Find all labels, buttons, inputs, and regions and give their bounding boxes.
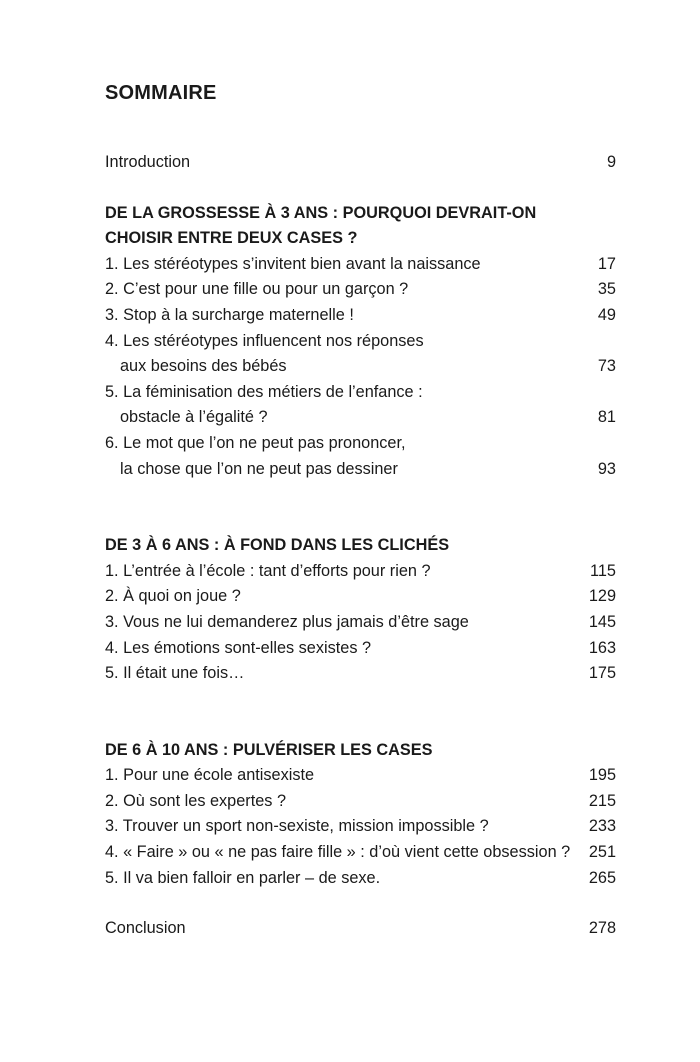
entry-title: 1. Pour une école antisexiste [105, 766, 315, 785]
toc-entry: 2. Où sont les expertes ? 215 [105, 789, 616, 815]
entry-title: 6. Le mot que l’on ne peut pas prononcer… [105, 433, 406, 452]
toc-entry: 3. Vous ne lui demanderez plus jamais d’… [105, 610, 616, 636]
toc-entry: 1. L’entrée à l’école : tant d’efforts p… [105, 559, 616, 585]
toc-entry: 1. Les stéréotypes s’invitent bien avant… [105, 252, 616, 278]
toc-entry: 6. Le mot que l’on ne peut pas prononcer… [105, 431, 616, 457]
entry-page: 145 [588, 612, 616, 631]
toc-entry: 2. C’est pour une fille ou pour un garço… [105, 277, 616, 303]
entry-title: la chose que l’on ne peut pas dessiner [120, 459, 398, 478]
entry-title: 3. Trouver un sport non-sexiste, mission… [105, 817, 489, 836]
entry-title: 2. Où sont les expertes ? [105, 791, 287, 810]
toc-conclusion: Conclusion 278 [105, 916, 616, 942]
entry-title: aux besoins des bébés [120, 357, 287, 376]
part-heading: DE 3 À 6 ANS : À FOND DANS LES CLICHÉS [105, 536, 450, 555]
entry-title: Conclusion [105, 919, 186, 938]
entry-page: 115 [590, 561, 616, 580]
entry-title: Introduction [105, 153, 191, 171]
entry-title: 5. Il va bien falloir en parler – de sex… [105, 868, 381, 887]
entry-page: 163 [588, 638, 616, 657]
toc-entry: 1. Pour une école antisexiste 195 [105, 763, 616, 789]
toc-entry: Introduction 9 [105, 150, 616, 176]
entry-page: 35 [597, 280, 616, 299]
entry-title: 4. Les stéréotypes influencent nos répon… [105, 331, 424, 350]
entry-page: 251 [588, 843, 616, 862]
entry-title: 3. Stop à la surcharge maternelle ! [105, 305, 354, 324]
toc-entry: 2. À quoi on joue ? 129 [105, 584, 616, 610]
entry-title: 5. Il était une fois… [105, 664, 245, 683]
entry-title: 5. La féminisation des métiers de l’enfa… [105, 382, 423, 401]
toc-entry: 3. Trouver un sport non-sexiste, mission… [105, 814, 616, 840]
toc-entry: 5. Il va bien falloir en parler – de sex… [105, 866, 616, 892]
entry-page: 195 [588, 766, 616, 785]
entry-page: 49 [597, 305, 616, 324]
toc-entry: 3. Stop à la surcharge maternelle ! 49 [105, 303, 616, 329]
entry-page: 265 [588, 868, 616, 887]
toc-entry: obstacle à l’égalité ? 81 [105, 405, 616, 431]
part-heading: DE 6 À 10 ANS : PULVÉRISER LES CASES [105, 740, 433, 759]
entry-page: 278 [588, 919, 616, 938]
toc-entry: Conclusion 278 [105, 916, 616, 942]
toc-list: Introduction 9 DE LA GROSSESSE À 3 ANS :… [105, 150, 616, 942]
entry-title: 4. Les émotions sont-elles sexistes ? [105, 638, 372, 657]
toc-entry: 5. Il était une fois… 175 [105, 661, 616, 687]
toc-entry: 4. Les émotions sont-elles sexistes ? 163 [105, 636, 616, 662]
entry-page: 93 [597, 459, 616, 478]
toc-part: DE LA GROSSESSE À 3 ANS : POURQUOI DEVRA… [105, 201, 616, 483]
toc-entry: 4. « Faire » ou « ne pas faire fille » :… [105, 840, 616, 866]
toc-part: DE 3 À 6 ANS : À FOND DANS LES CLICHÉS 1.… [105, 533, 616, 687]
toc-introduction: Introduction 9 [105, 150, 616, 176]
entry-page: 129 [588, 587, 616, 606]
part-heading: CHOISIR ENTRE DEUX CASES ? [105, 229, 358, 248]
toc-entry: la chose que l’on ne peut pas dessiner 93 [105, 457, 616, 483]
entry-title: 2. À quoi on joue ? [105, 587, 241, 606]
entry-title: 3. Vous ne lui demanderez plus jamais d’… [105, 612, 469, 631]
toc-entry: 4. Les stéréotypes influencent nos répon… [105, 329, 616, 355]
entry-page: 81 [597, 408, 616, 427]
toc-entry: 5. La féminisation des métiers de l’enfa… [105, 380, 616, 406]
toc-part: DE 6 À 10 ANS : PULVÉRISER LES CASES 1. P… [105, 738, 616, 892]
entry-page: 233 [588, 817, 616, 836]
entry-title: 4. « Faire » ou « ne pas faire fille » :… [105, 843, 571, 862]
page-title: SOMMAIRE [105, 82, 217, 104]
entry-page: 215 [588, 791, 616, 810]
entry-page: 175 [588, 664, 616, 683]
entry-title: 1. Les stéréotypes s’invitent bien avant… [105, 254, 481, 273]
entry-title: obstacle à l’égalité ? [120, 408, 268, 427]
entry-page: 9 [606, 153, 616, 171]
entry-page: 17 [597, 254, 616, 273]
toc-entry: aux besoins des bébés 73 [105, 354, 616, 380]
entry-title: 1. L’entrée à l’école : tant d’efforts p… [105, 561, 431, 580]
entry-page: 73 [597, 357, 616, 376]
entry-title: 2. C’est pour une fille ou pour un garço… [105, 280, 409, 299]
part-heading: DE LA GROSSESSE À 3 ANS : POURQUOI DEVRA… [105, 203, 537, 222]
